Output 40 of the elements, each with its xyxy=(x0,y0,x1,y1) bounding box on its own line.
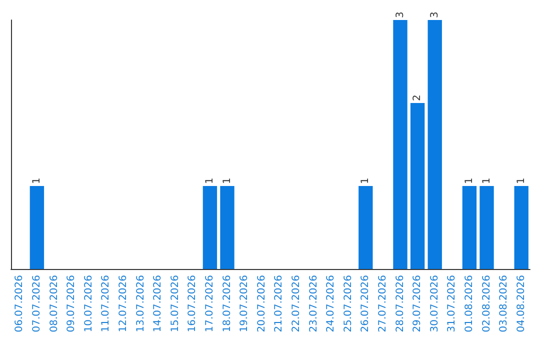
x-tick-label: 29.07.2026 xyxy=(412,275,424,332)
x-tick-label: 30.07.2026 xyxy=(429,275,440,332)
data-label: 1 xyxy=(222,178,233,184)
data-label: 3 xyxy=(429,12,440,18)
x-tick-label: 06.07.2026 xyxy=(14,275,26,332)
x-tick-label: 22.07.2026 xyxy=(290,275,302,332)
x-tick-label: 19.07.2026 xyxy=(239,275,250,332)
x-tick-label: 12.07.2026 xyxy=(118,275,129,332)
x-tick-label: 25.07.2026 xyxy=(342,275,354,332)
x-tick-label: 09.07.2026 xyxy=(66,275,78,332)
x-tick-label: 02.08.2026 xyxy=(481,275,492,332)
x-tick-label: 24.07.2026 xyxy=(326,275,337,332)
x-tick-label: 17.07.2026 xyxy=(204,275,216,332)
x-tick-label: 08.07.2026 xyxy=(48,275,60,332)
data-label: 1 xyxy=(31,178,42,184)
data-label: 1 xyxy=(481,178,492,184)
data-label: 1 xyxy=(464,178,475,184)
x-tick-label: 15.07.2026 xyxy=(170,275,181,332)
x-tick-label: 26.07.2026 xyxy=(360,275,372,332)
x-tick-label: 14.07.2026 xyxy=(152,275,164,332)
data-label: 1 xyxy=(516,178,527,184)
x-tick-label: 23.07.2026 xyxy=(308,275,320,332)
x-tick-label: 21.07.2026 xyxy=(274,275,285,332)
data-label: 1 xyxy=(360,178,372,184)
x-tick-label: 01.08.2026 xyxy=(464,275,475,332)
x-tick-label: 27.07.2026 xyxy=(377,275,388,332)
x-tick-label: 20.07.2026 xyxy=(256,275,268,332)
x-tick-label: 11.07.2026 xyxy=(100,275,112,332)
x-tick-label: 16.07.2026 xyxy=(187,275,198,332)
x-tick-label: 31.07.2026 xyxy=(446,275,458,332)
x-tick-label: 03.08.2026 xyxy=(498,275,510,332)
x-tick-label: 18.07.2026 xyxy=(222,275,233,332)
x-tick-label: 10.07.2026 xyxy=(83,275,94,332)
data-label: 1 xyxy=(204,178,216,184)
x-tick-label: 28.07.2026 xyxy=(394,275,406,332)
x-tick-label: 04.08.2026 xyxy=(516,275,527,332)
x-tick-label: 07.07.2026 xyxy=(31,275,42,332)
x-tick-label: 13.07.2026 xyxy=(135,275,146,332)
data-label: 3 xyxy=(394,12,406,18)
data-label: 2 xyxy=(412,94,424,101)
